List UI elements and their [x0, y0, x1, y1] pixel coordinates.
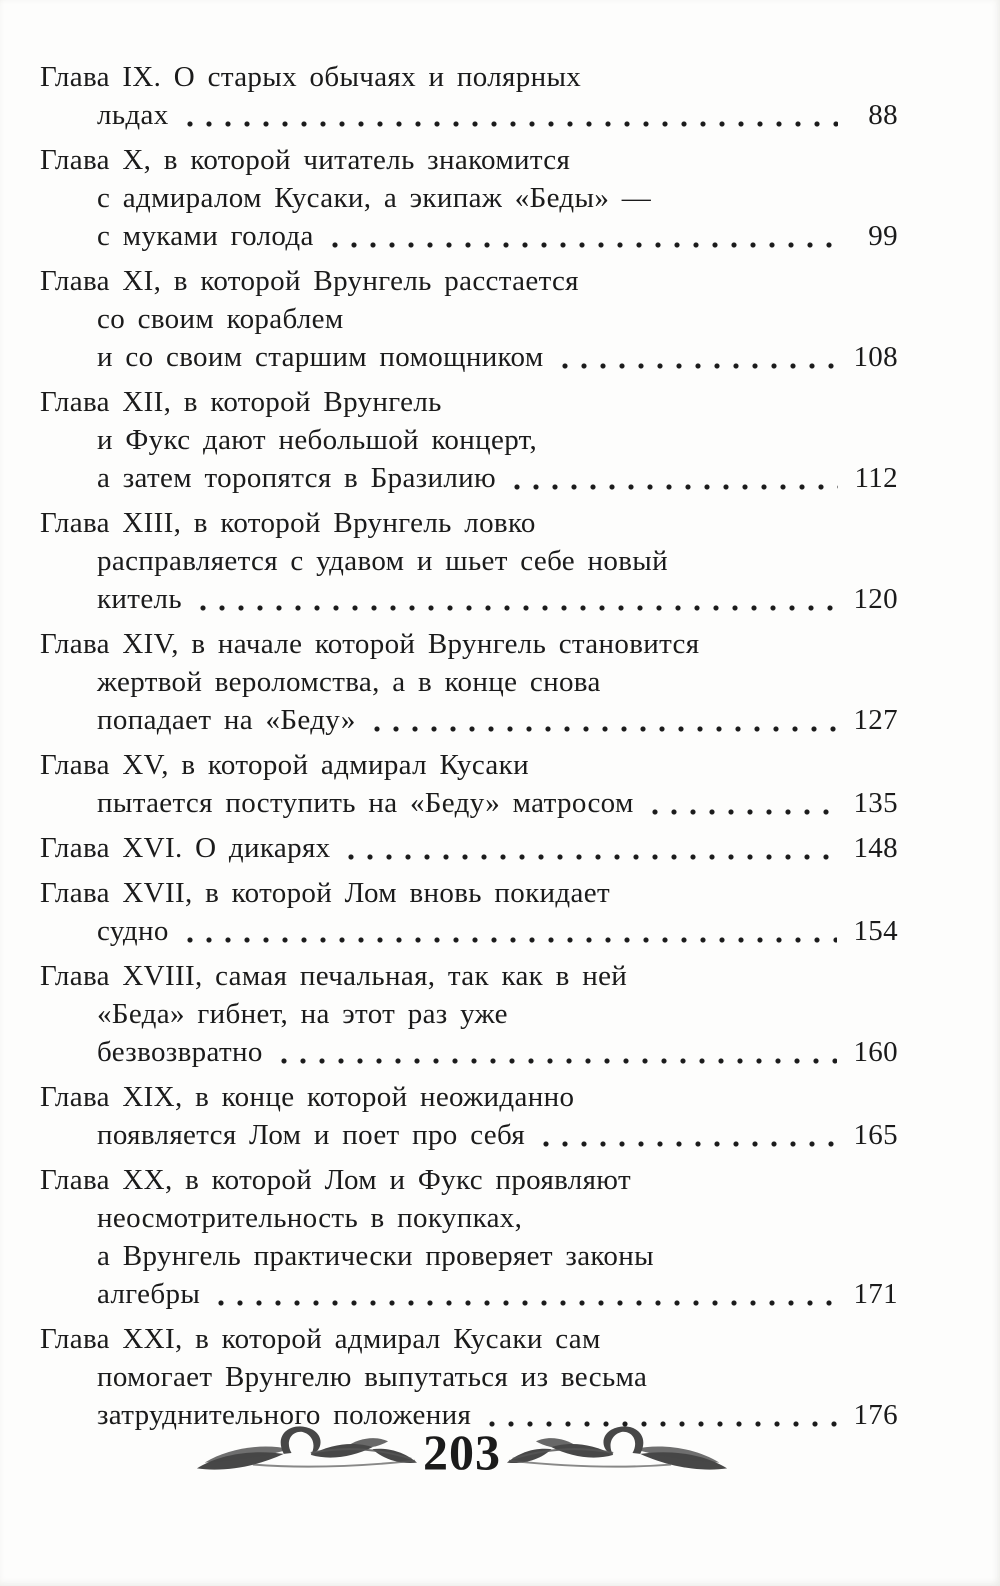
table-of-contents: Глава IX. О старых обычаях и полярных льд…: [40, 58, 898, 1441]
chapter-line-with-page: Глава XVI. О дикарях 148: [40, 829, 898, 867]
chapter-line-with-page: судно 154: [40, 912, 898, 950]
toc-entry: Глава XIII, в которой Врунгель ловко расп…: [40, 504, 898, 618]
chapter-title-line: Глава XV, в которой адмирал Кусаки: [40, 749, 529, 781]
chapter-title-line: со своим кораблем: [97, 303, 344, 335]
chapter-title-text: китель: [97, 583, 182, 615]
toc-entry: Глава IX. О старых обычаях и полярных льд…: [40, 58, 898, 134]
toc-entry: Глава XII, в которой Врунгель и Фукс дают…: [40, 383, 898, 497]
dot-leader: [186, 936, 838, 944]
dot-leader: [561, 362, 838, 370]
chapter-title-line: Глава IX. О старых обычаях и полярных: [40, 61, 582, 93]
chapter-line-with-page: с муками голода 99: [40, 217, 898, 255]
toc-entry: Глава XIX, в конце которой неожиданно поя…: [40, 1078, 898, 1154]
chapter-page-number: 88: [868, 99, 898, 131]
chapter-title-line: Глава XXI, в которой адмирал Кусаки сам: [40, 1323, 601, 1355]
chapter-title-line: расправляется с удавом и шьет себе новый: [97, 545, 669, 577]
chapter-title-text: появляется Лом и поет про себя: [97, 1119, 526, 1151]
chapter-title-text: затруднительного положения: [97, 1399, 472, 1431]
chapter-title-text: пытается поступить на «Беду» матросом: [97, 787, 634, 819]
chapter-title-line: Глава XII, в которой Врунгель: [40, 386, 442, 418]
chapter-line-with-page: пытается поступить на «Беду» матросом 135: [40, 784, 898, 822]
chapter-page-number: 154: [853, 915, 898, 947]
chapter-title-line: Глава XVII, в которой Лом вновь покидает: [40, 877, 610, 909]
chapter-title-line: Глава XX, в которой Лом и Фукс проявляют: [40, 1164, 631, 1196]
dot-leader: [543, 1140, 838, 1148]
chapter-line-with-page: китель 120: [40, 580, 898, 618]
chapter-title-text: Глава XVI. О дикарях: [40, 832, 331, 864]
chapter-title-text: алгебры: [97, 1278, 201, 1310]
chapter-page-number: 135: [853, 787, 898, 819]
dot-leader: [514, 483, 838, 491]
chapter-page-number: 120: [853, 583, 898, 615]
chapter-title-text: а затем торопятся в Бразилию: [97, 462, 497, 494]
chapter-title-line: жертвой вероломства, а в конце снова: [97, 666, 601, 698]
page-number: 203: [423, 1424, 501, 1480]
chapter-title-text: судно: [97, 915, 169, 947]
toc-entry: Глава XIV, в начале которой Врунгель ста…: [40, 625, 898, 739]
chapter-title-line: Глава X, в которой читатель знакомится: [40, 144, 571, 176]
chapter-page-number: 165: [853, 1119, 898, 1151]
chapter-page-number: 171: [853, 1278, 898, 1310]
dot-leader: [348, 853, 838, 861]
dot-leader: [186, 120, 838, 128]
chapter-line-with-page: затруднительного положения 176: [40, 1396, 898, 1434]
chapter-line-with-page: алгебры 171: [40, 1275, 898, 1313]
chapter-line-with-page: безвозвратно 160: [40, 1033, 898, 1071]
chapter-line-with-page: и со своим старшим помощником 108: [40, 338, 898, 376]
chapter-line-with-page: появляется Лом и поет про себя 165: [40, 1116, 898, 1154]
chapter-title-text: с муками голода: [97, 220, 314, 252]
dot-leader: [651, 808, 838, 816]
toc-entry: Глава XV, в которой адмирал Кусаки пытает…: [40, 746, 898, 822]
flourish-left-icon: [196, 1426, 417, 1470]
chapter-title-text: и со своим старшим помощником: [97, 341, 544, 373]
chapter-title-line: Глава XI, в которой Врунгель расстается: [40, 265, 579, 297]
chapter-title-text: безвозвратно: [97, 1036, 263, 1068]
toc-entry: Глава XVII, в которой Лом вновь покидает…: [40, 874, 898, 950]
chapter-title-text: льдах: [97, 99, 169, 131]
chapter-title-line: и Фукс дают небольшой концерт,: [97, 424, 538, 456]
chapter-title-line: «Беда» гибнет, на этот раз уже: [97, 998, 508, 1030]
chapter-page-number: 108: [853, 341, 898, 373]
dot-leader: [331, 241, 838, 249]
chapter-line-with-page: а затем торопятся в Бразилию 112: [40, 459, 898, 497]
chapter-page-number: 99: [868, 220, 898, 252]
dot-leader: [373, 725, 838, 733]
flourish-right-icon: [507, 1426, 728, 1470]
chapter-page-number: 160: [853, 1036, 898, 1068]
dot-leader: [280, 1057, 838, 1065]
dot-leader: [199, 604, 838, 612]
chapter-page-number: 176: [853, 1399, 898, 1431]
chapter-title-line: неосмотрительность в покупках,: [97, 1202, 523, 1234]
dot-leader: [218, 1299, 838, 1307]
chapter-title-line: Глава XVIII, самая печальная, так как в …: [40, 960, 628, 992]
chapter-title-text: попадает на «Беду»: [97, 704, 356, 736]
chapter-title-line: Глава XIII, в которой Врунгель ловко: [40, 507, 536, 539]
chapter-title-line: с адмиралом Кусаки, а экипаж «Беды» —: [97, 182, 652, 214]
page-footer: 203: [0, 1406, 924, 1498]
chapter-title-line: Глава XIV, в начале которой Врунгель ста…: [40, 628, 700, 660]
chapter-page-number: 148: [853, 832, 898, 864]
chapter-title-line: помогает Врунгелю выпутаться из весьма: [97, 1361, 648, 1393]
toc-entry: Глава XVIII, самая печальная, так как в …: [40, 957, 898, 1071]
chapter-title-line: Глава XIX, в конце которой неожиданно: [40, 1081, 575, 1113]
toc-entry: Глава X, в которой читатель знакомится с …: [40, 141, 898, 255]
toc-entry: Глава XI, в которой Врунгель расстается с…: [40, 262, 898, 376]
chapter-line-with-page: льдах 88: [40, 96, 898, 134]
toc-entry: Глава XVI. О дикарях 148: [40, 829, 898, 867]
chapter-page-number: 112: [854, 462, 898, 494]
chapter-page-number: 127: [853, 704, 898, 736]
dot-leader: [489, 1420, 838, 1428]
toc-entry: Глава XXI, в которой адмирал Кусаки сам п…: [40, 1320, 898, 1434]
toc-entry: Глава XX, в которой Лом и Фукс проявляют…: [40, 1161, 898, 1313]
chapter-title-line: а Врунгель практически проверяет законы: [97, 1240, 654, 1272]
chapter-line-with-page: попадает на «Беду» 127: [40, 701, 898, 739]
